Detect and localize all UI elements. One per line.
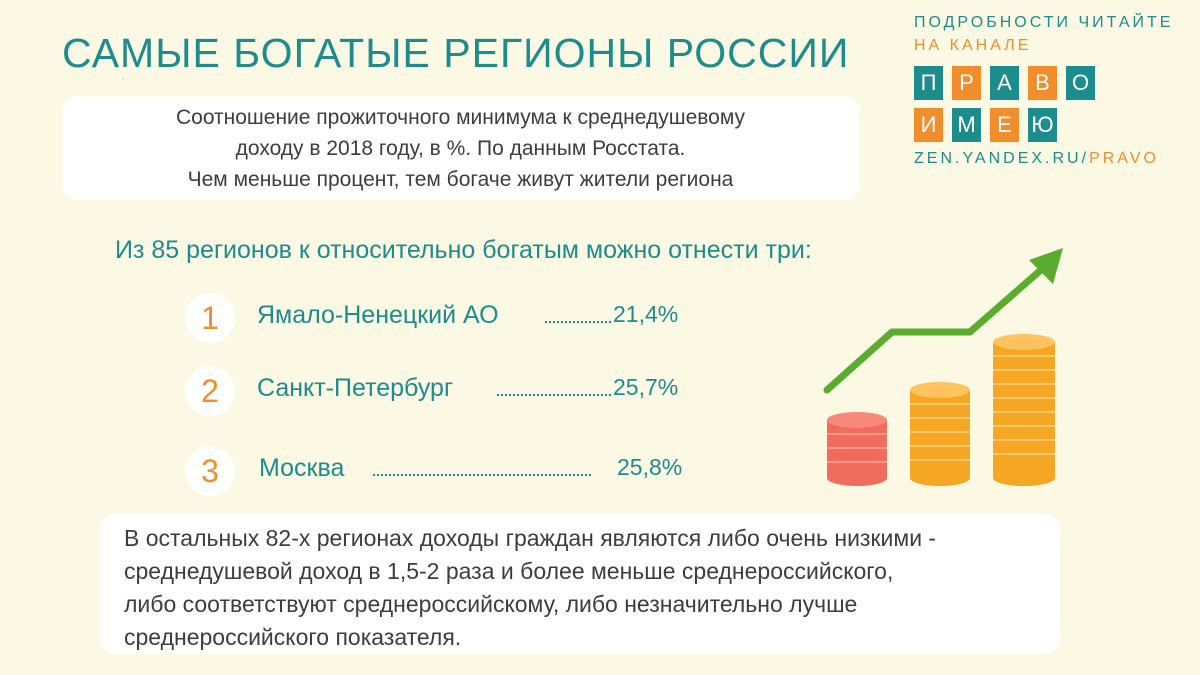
- logo-letter-tile: М: [952, 108, 981, 142]
- conclusion-line: среднероссийского показателя.: [124, 624, 462, 650]
- logo-caption: ПОДРОБНОСТИ ЧИТАЙТЕ: [914, 14, 1174, 31]
- logo-letter-tile: Е: [990, 108, 1019, 142]
- growth-arrow-icon: [823, 248, 1063, 394]
- logo-letter-tile: О: [1066, 66, 1095, 100]
- intro-box: Соотношение прожиточного минимума к сред…: [62, 96, 859, 200]
- intro-line: Соотношение прожиточного минимума к сред…: [175, 106, 746, 129]
- leader-dots: [373, 474, 591, 476]
- logo-url-main: ZEN.YANDEX.RU/: [914, 150, 1090, 167]
- rank-badge: 2: [185, 366, 235, 416]
- logo-letter-tile: В: [1028, 66, 1057, 100]
- conclusion-line: либо соответствуют среднероссийскому, ли…: [124, 591, 858, 617]
- leader-dots: [497, 394, 611, 396]
- intro-line: доходу в 2018 году, в %. По данным Росст…: [235, 137, 686, 160]
- region-name: Москва: [259, 454, 345, 482]
- logo-letter-tile: И: [914, 108, 943, 142]
- conclusion-box: В остальных 82-х регионах доходы граждан…: [100, 514, 1060, 654]
- logo-letter-tile: Р: [952, 66, 981, 100]
- region-value: 25,8%: [617, 454, 683, 480]
- region-name: Ямало-Ненецкий АО: [257, 301, 499, 329]
- intro-line: Чем меньше процент, тем богаче живут жит…: [187, 168, 734, 191]
- logo-letter-tile: А: [990, 66, 1019, 100]
- region-row: 3 Москва 25,8%: [185, 446, 705, 496]
- conclusion-line: среднедушевой доход в 1,5-2 раза и более…: [124, 558, 894, 584]
- region-value: 21,4%: [613, 301, 679, 327]
- page-title: САМЫЕ БОГАТЫЕ РЕГИОНЫ РОССИИ: [62, 30, 850, 76]
- logo-letter-tile: П: [914, 66, 943, 100]
- logo-caption: НА КАНАЛЕ: [914, 37, 1032, 54]
- region-row: 1 Ямало-Ненецкий АО 21,4%: [185, 293, 705, 343]
- subtitle: Из 85 регионов к относительно богатым мо…: [115, 236, 812, 264]
- region-row: 2 Санкт-Петербург 25,7%: [185, 366, 705, 416]
- logo-letter-tile: Ю: [1028, 108, 1057, 142]
- logo-url-suffix: PRAVO: [1089, 150, 1159, 167]
- rank-badge: 3: [185, 446, 235, 496]
- region-name: Санкт-Петербург: [257, 374, 454, 402]
- coin-stack-icon: [993, 334, 1055, 486]
- growth-illustration: [823, 248, 1063, 486]
- region-value: 25,7%: [613, 374, 679, 400]
- rank-badge: 1: [185, 293, 235, 343]
- coin-stack-icon: [910, 382, 970, 486]
- leader-dots: [545, 321, 611, 323]
- coin-stack-icon: [827, 412, 887, 486]
- conclusion-line: В остальных 82-х регионах доходы граждан…: [124, 525, 937, 551]
- logo-url: ZEN.YANDEX.RU/PRAVO: [914, 150, 1159, 168]
